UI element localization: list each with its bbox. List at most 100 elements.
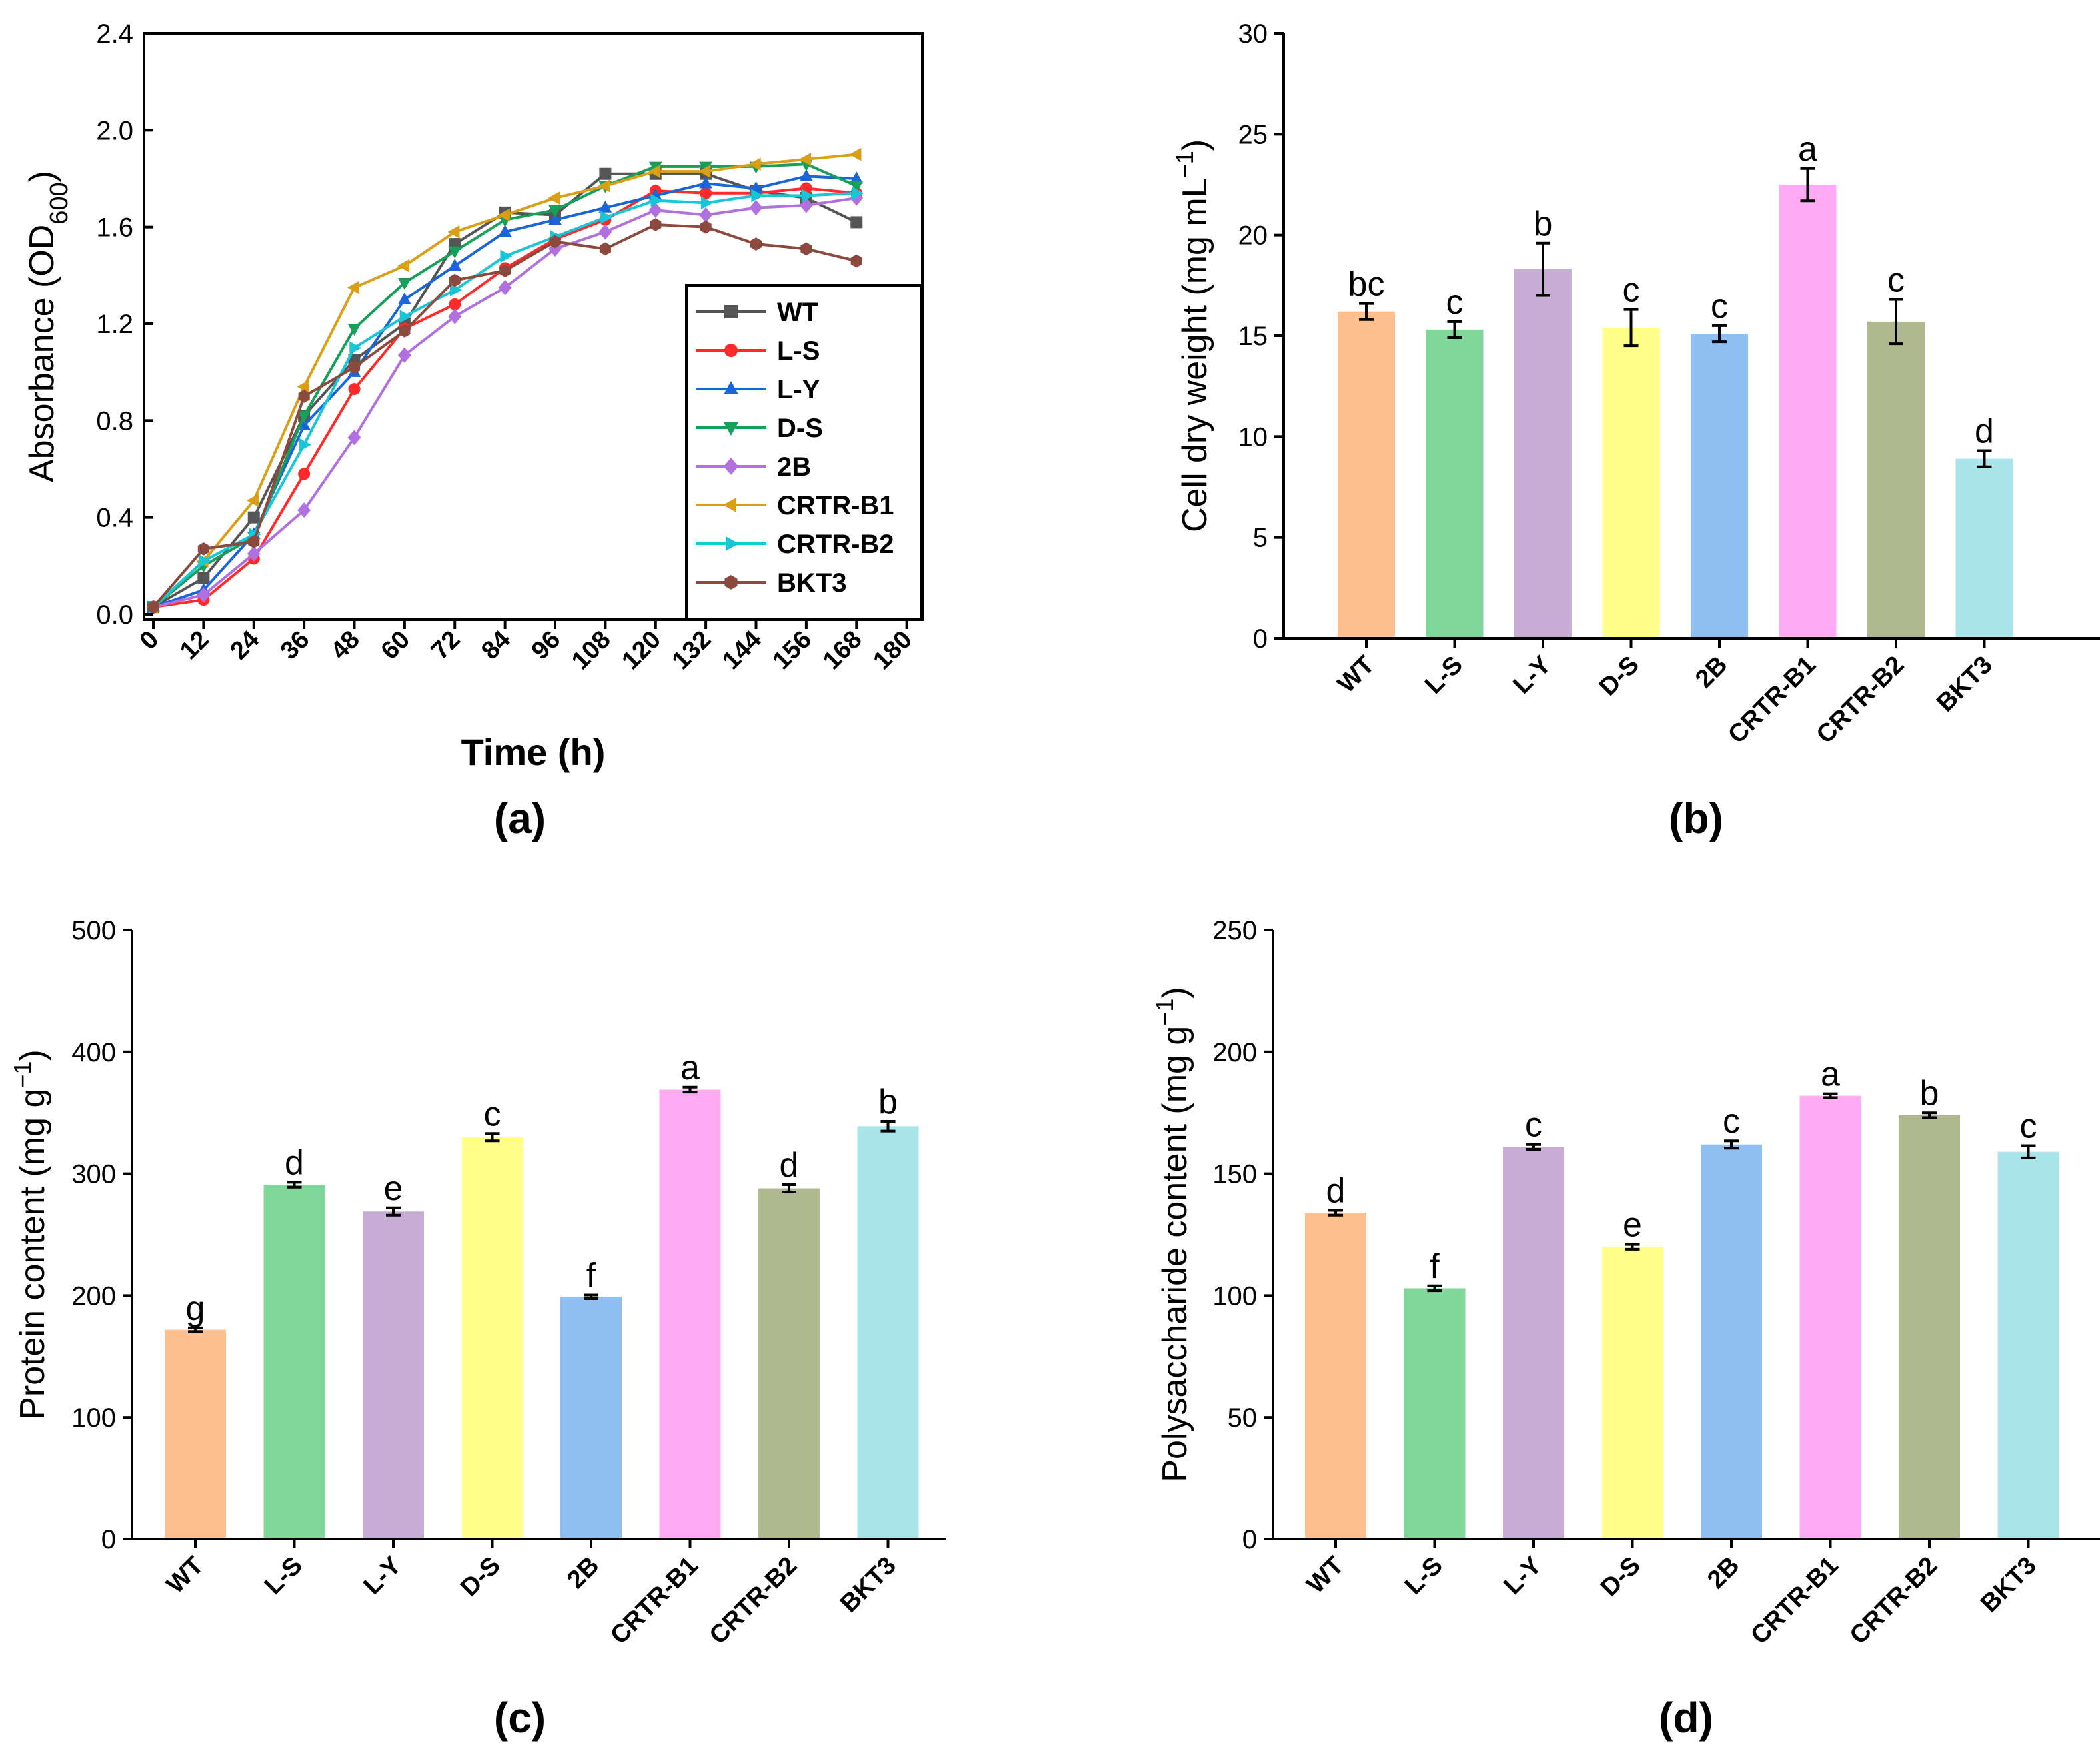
panel-a-y-ticks: 0.0 0.4 0.8 1.2 1.6 2.0 2.4	[96, 19, 153, 630]
point-CRTR-B2-60	[399, 310, 412, 323]
bar-CRTR-B1	[659, 1089, 721, 1539]
legend-marker-L-Y	[724, 381, 738, 394]
point-CRTR-B1-48	[347, 281, 359, 294]
x-tick-label-L-Y: L-Y	[1508, 651, 1556, 700]
point-WT-12	[197, 572, 210, 584]
x-tick-label: 84	[476, 626, 516, 666]
y-tick-label: 0.8	[96, 406, 133, 436]
point-BKT3-48	[348, 360, 361, 374]
point-CRTR-B1-96	[548, 191, 560, 205]
point-L-Y-132	[699, 176, 713, 189]
x-tick-label-WT: WT	[1332, 651, 1380, 698]
x-tick-label: 12	[175, 626, 215, 666]
point-2B-72	[448, 308, 462, 324]
panel-b-label: (b)	[1669, 794, 1723, 842]
significance-letter-2B: f	[586, 1256, 596, 1295]
x-tick-label: 36	[275, 626, 315, 666]
legend-marker-CRTR-B1	[723, 498, 736, 512]
point-L-S-36	[298, 468, 311, 480]
bar-L-Y	[1514, 269, 1572, 638]
bar-BKT3	[857, 1126, 919, 1539]
point-CRTR-B1-156	[799, 153, 812, 166]
point-WT-24	[247, 511, 260, 524]
point-2B-12	[197, 587, 211, 603]
panel-a-x-ticks: 0 12 24 36 48 60 72 84 96 108 120 132 144 156 168 180	[135, 620, 918, 675]
bar-2B	[1701, 1144, 1762, 1539]
panel-d-label: (d)	[1659, 1694, 1713, 1742]
bar-D-S	[1601, 1247, 1663, 1539]
point-CRTR-B2-84	[500, 249, 513, 263]
panel-c-marks: g d e c f a d b	[165, 1049, 919, 1539]
significance-letter-L-S: f	[1430, 1247, 1440, 1286]
point-CRTR-B1-108	[598, 179, 610, 193]
significance-letter-CRTR-B2: b	[1920, 1074, 1939, 1113]
y-tick-label: 300	[71, 1160, 116, 1189]
panel-d-marks: d f c e c a b c	[1305, 1055, 2059, 1539]
y-tick-label: 0	[101, 1525, 116, 1554]
significance-letter-BKT3: b	[878, 1083, 898, 1121]
point-CRTR-B2-132	[700, 196, 713, 210]
x-tick-label-BKT3: BKT3	[835, 1552, 902, 1618]
x-tick-label: 72	[426, 626, 466, 666]
x-tick-label: 60	[376, 626, 416, 666]
bar-WT	[1305, 1213, 1366, 1539]
x-tick-label: 132	[667, 626, 717, 676]
significance-letter-BKT3: d	[1975, 412, 1994, 451]
point-CRTR-B1-72	[447, 225, 460, 239]
bar-L-S	[263, 1185, 325, 1539]
point-L-S-132	[700, 187, 712, 199]
x-tick-label-L-Y: L-Y	[1498, 1552, 1547, 1600]
legend-label-BKT3: BKT3	[777, 568, 846, 598]
significance-letter-2B: c	[1723, 1102, 1740, 1141]
point-2B-120	[648, 202, 662, 218]
x-tick-label: 156	[768, 626, 818, 676]
bar-L-S	[1426, 329, 1484, 638]
legend-label-L-S: L-S	[777, 336, 820, 366]
panel-d-y-ticks: 0 50 100 150 200 250	[1212, 916, 1273, 1554]
bar-CRTR-B2	[1867, 321, 1925, 638]
significance-letter-L-S: d	[285, 1143, 304, 1182]
significance-letter-BKT3: c	[2020, 1107, 2037, 1146]
bar-WT	[1338, 311, 1395, 638]
legend-marker-CRTR-B2	[726, 536, 739, 551]
y-tick-label: 1.2	[96, 310, 133, 339]
point-L-Y-84	[498, 225, 512, 237]
point-CRTR-B2-144	[751, 189, 764, 203]
x-tick-label-L-S: L-S	[1420, 651, 1468, 700]
y-tick-label: 20	[1238, 221, 1268, 251]
point-CRTR-B1-168	[849, 147, 862, 161]
y-tick-label: 0	[1253, 624, 1268, 654]
x-tick-label-BKT3: BKT3	[1931, 651, 1998, 718]
legend-entries: WT L-S L-Y D-S 2B CRTR-B1 CRTR-B2 BKT3	[696, 298, 894, 598]
x-tick-label-D-S: D-S	[1594, 651, 1645, 702]
panel-a-label: (a)	[494, 794, 546, 842]
legend-label-L-Y: L-Y	[777, 375, 820, 404]
y-tick-label: 30	[1238, 19, 1268, 49]
x-tick-label: 168	[818, 626, 868, 676]
x-tick-label-BKT3: BKT3	[1975, 1552, 2042, 1618]
panel-c-label: (c)	[494, 1694, 546, 1742]
point-CRTR-B1-24	[246, 494, 259, 508]
significance-letter-CRTR-B2: c	[1887, 261, 1905, 300]
point-BKT3-120	[650, 218, 662, 231]
point-CRTR-B1-132	[698, 165, 711, 178]
point-2B-132	[699, 207, 713, 223]
point-WT-168	[850, 216, 863, 229]
y-tick-label: 1.6	[96, 213, 133, 243]
panel-a-y-axis-label: Absorbance (OD600)	[23, 171, 73, 482]
legend-label-WT: WT	[777, 298, 818, 327]
point-2B-36	[297, 502, 311, 518]
point-BKT3-96	[549, 235, 561, 249]
panel-c-y-axis-label: Protein content (mg g−1)	[9, 1049, 53, 1420]
y-tick-label: 50	[1228, 1403, 1258, 1433]
x-tick-label-D-S: D-S	[1595, 1552, 1646, 1602]
x-tick-label-L-S: L-S	[259, 1552, 308, 1600]
point-L-Y-60	[397, 292, 411, 304]
significance-letter-L-Y: c	[1525, 1106, 1542, 1145]
y-tick-label: 200	[1212, 1038, 1257, 1067]
x-tick-label-CRTR-B1: CRTR-B1	[605, 1552, 704, 1650]
x-tick-label-WT: WT	[1302, 1552, 1349, 1599]
bar-2B	[1691, 333, 1748, 638]
bar-L-S	[1404, 1288, 1466, 1539]
